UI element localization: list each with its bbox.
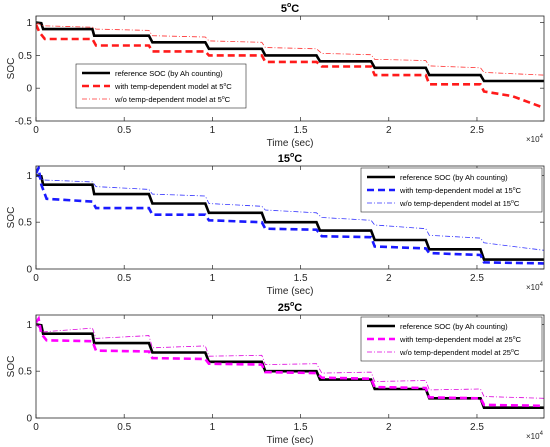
x-tick-label: 2.5	[470, 422, 484, 433]
x-tick-label: 2.5	[470, 273, 484, 284]
legend-label: w/o temp-dependent model at 15oC	[399, 199, 520, 208]
y-tick-label: 0	[26, 265, 32, 276]
x-tick-label: 0	[33, 125, 39, 136]
series-line-3	[36, 324, 544, 399]
legend-label: with temp-dependent model at 15oC	[399, 186, 522, 195]
legend-label: with temp-dependent model at 25oC	[399, 335, 522, 344]
x-tick-label: 0.5	[117, 125, 131, 136]
series-line-1	[36, 174, 544, 261]
chart-panel-2: 0 0.5 1 1.5 2 2.5 0 0.5 1 Time (sec) SOC ×104 15oC re…	[6, 152, 545, 297]
x-tick-label: 1.5	[294, 273, 308, 284]
x-axis-label: Time (sec)	[267, 138, 314, 149]
axes-box	[35, 165, 545, 270]
x-exponent-label: ×104	[526, 431, 544, 441]
chart-title: 25oC	[278, 301, 303, 314]
y-tick-label: -0.5	[15, 117, 33, 128]
y-tick-label: 1	[26, 18, 32, 29]
x-tick-label: 2	[386, 125, 392, 136]
x-exponent-label: ×104	[526, 134, 544, 144]
legend: reference SOC (by Ah counting) with temp-…	[360, 316, 543, 362]
x-tick-label: 0	[33, 273, 39, 284]
legend-label: reference SOC (by Ah counting)	[115, 69, 223, 78]
y-tick-label: 0.5	[18, 367, 32, 378]
x-tick-label: 1	[210, 422, 216, 433]
x-tick-label: 1	[210, 125, 216, 136]
y-axis-label: SOC	[6, 58, 17, 80]
chart-panel-3: 0 0.5 1 1.5 2 2.5 0 0.5 1 Time (sec) SOC ×104 25oC re…	[6, 301, 545, 446]
y-axis-label: SOC	[6, 356, 17, 378]
x-tick-label: 1.5	[294, 125, 308, 136]
y-tick-label: 0	[26, 84, 32, 95]
legend: reference SOC (by Ah counting) with temp-…	[75, 63, 247, 109]
y-tick-label: 0	[26, 414, 32, 425]
series-line-2	[36, 23, 544, 110]
series-line-3	[36, 22, 544, 76]
legend-label: w/o temp-dependent model at 5oC	[114, 95, 231, 104]
chart-title: 5oC	[281, 2, 299, 15]
axes-box	[35, 15, 545, 122]
x-exponent-label: ×104	[526, 282, 544, 292]
x-tick-label: 0.5	[117, 422, 131, 433]
x-tick-label: 2	[386, 422, 392, 433]
x-tick-label: 1.5	[294, 422, 308, 433]
series-line-3	[36, 175, 544, 251]
legend-label: reference SOC (by Ah counting)	[400, 322, 508, 331]
series-line-2	[36, 315, 544, 408]
y-tick-label: 0.5	[18, 218, 32, 229]
x-tick-label: 0.5	[117, 273, 131, 284]
x-tick-label: 1	[210, 273, 216, 284]
legend: reference SOC (by Ah counting) with temp-…	[360, 167, 543, 213]
x-axis-label: Time (sec)	[267, 286, 314, 297]
y-tick-label: 1	[26, 171, 32, 182]
y-tick-label: 0.5	[18, 51, 32, 62]
x-tick-label: 2.5	[470, 125, 484, 136]
x-tick-label: 0	[33, 422, 39, 433]
y-axis-label: SOC	[6, 207, 17, 229]
chart-title: 15oC	[278, 152, 303, 165]
x-tick-label: 2	[386, 273, 392, 284]
legend-label: reference SOC (by Ah counting)	[400, 173, 508, 182]
series-group	[36, 166, 544, 265]
legend-label: with temp-dependent model at 5oC	[114, 82, 232, 91]
y-tick-label: 1	[26, 320, 32, 331]
series-group	[36, 315, 544, 410]
axes-box	[35, 314, 545, 419]
series-group	[36, 21, 544, 110]
series-line-1	[36, 21, 544, 83]
x-axis-label: Time (sec)	[267, 435, 314, 446]
legend-label: w/o temp-dependent model at 25oC	[399, 348, 520, 357]
series-line-2	[36, 166, 544, 265]
